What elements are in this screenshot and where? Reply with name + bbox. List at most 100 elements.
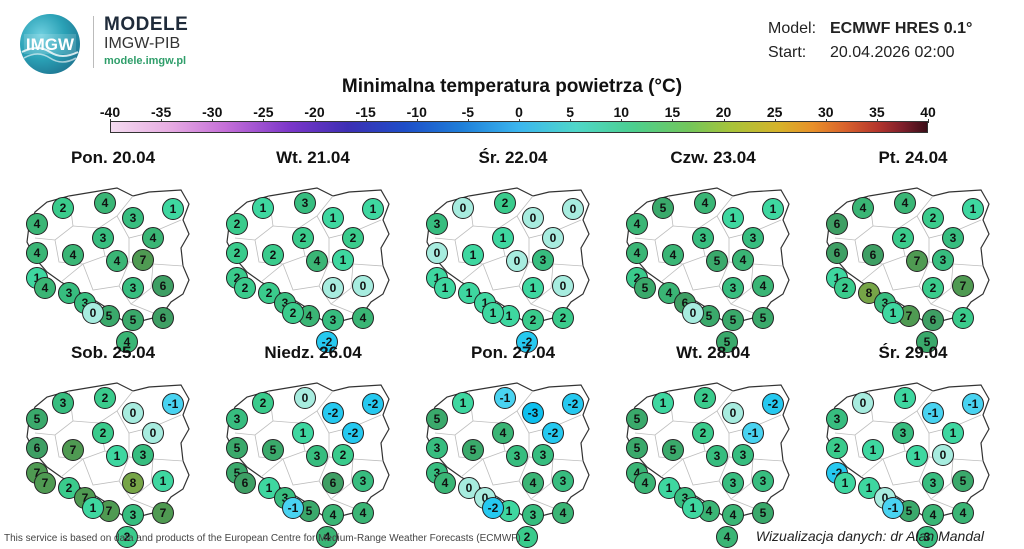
voivodeship-border: [472, 390, 534, 424]
model-info: Model: ECMWF HRES 0.1°: [768, 20, 972, 38]
station-temperature: 1: [462, 244, 484, 266]
station-temperature: 3: [322, 309, 344, 331]
station-temperature: 3: [306, 445, 328, 467]
station-temperature: 3: [92, 227, 114, 249]
station-temperature: -2: [316, 331, 338, 353]
brand-divider: [93, 16, 94, 68]
station-temperature: 3: [426, 213, 448, 235]
station-temperature: 2: [952, 307, 974, 329]
station-temperature: 3: [892, 422, 914, 444]
station-temperature: 1: [292, 422, 314, 444]
station-temperature: 5: [662, 439, 684, 461]
brand-url-link[interactable]: modele.imgw.pl: [104, 55, 187, 67]
station-temperature: 4: [34, 277, 56, 299]
station-temperature: 2: [92, 422, 114, 444]
station-temperature: 1: [962, 198, 984, 220]
station-temperature: -3: [522, 402, 544, 424]
voivodeship-border: [882, 261, 930, 291]
station-temperature: 3: [752, 470, 774, 492]
forecast-day-panel: Sob. 25.04 5 3 2 0 -1 6 2 0 7 7 1 3 7 8 1 2 7 7 7 3 2 1: [13, 343, 213, 548]
forecast-day-panel: Śr. 22.04 3 0 2 0 0 0 1 0 1 1 0 3 1 1 0 1 1 2 1 2 -2 1: [413, 148, 613, 353]
station-temperature: 2: [226, 242, 248, 264]
model-label: Model:: [768, 20, 817, 37]
voivodeship-border: [316, 215, 382, 239]
station-temperature: 2: [52, 197, 74, 219]
station-temperature: 1: [942, 422, 964, 444]
voivodeship-border: [130, 263, 154, 305]
colorbar-tick-label: 10: [613, 104, 630, 120]
colorbar-tick-label: 20: [715, 104, 732, 120]
station-temperature: 1: [82, 497, 104, 519]
station-temperature: 7: [152, 502, 174, 524]
voivodeship-border: [482, 456, 530, 486]
station-temperature: -2: [562, 393, 584, 415]
voivodeship-border: [516, 410, 582, 434]
station-temperature: 0: [82, 302, 104, 324]
station-temperature: -1: [922, 402, 944, 424]
forecast-day-panel: Czw. 23.04 4 5 4 1 1 4 3 3 2 4 5 4 5 3 4 4 6 5 5 5 5 0: [613, 148, 813, 353]
station-temperature: 5: [462, 439, 484, 461]
station-temperature: 4: [522, 472, 544, 494]
start-label: Start:: [768, 44, 807, 61]
station-temperature: 2: [826, 437, 848, 459]
voivodeship-border: [282, 456, 330, 486]
voivodeship-border: [716, 410, 782, 434]
station-temperature: 6: [152, 307, 174, 329]
poland-map: 3 2 0 -2 -2 5 1 -2 5 5 3 2 6 6 3 1 3 4 5 4 4 -1: [213, 363, 413, 548]
station-temperature: 3: [942, 227, 964, 249]
station-temperature: 4: [94, 192, 116, 214]
voivodeship-border: [282, 261, 330, 291]
footer-credit: This service is based on data and produc…: [4, 533, 521, 544]
voivodeship-border: [916, 410, 982, 434]
station-temperature: 1: [482, 302, 504, 324]
voivodeship-border: [82, 456, 130, 486]
station-temperature: 3: [706, 445, 728, 467]
station-temperature: 4: [352, 307, 374, 329]
station-temperature: 4: [492, 422, 514, 444]
station-temperature: 1: [162, 198, 184, 220]
station-temperature: 2: [892, 227, 914, 249]
voivodeship-border: [916, 215, 982, 239]
station-temperature: 1: [332, 249, 354, 271]
forecast-day-panel: Pon. 27.04 5 1 -1 -3 -2 3 4 -2 3 5 3 3 4 4 3 0 0 4 1 3 2 -2: [413, 343, 613, 548]
station-temperature: 1: [106, 445, 128, 467]
colorbar-tick-label: 25: [766, 104, 783, 120]
station-temperature: 3: [122, 277, 144, 299]
station-temperature: 5: [122, 309, 144, 331]
station-temperature: -1: [494, 387, 516, 409]
station-temperature: 1: [362, 198, 384, 220]
station-temperature: -1: [742, 422, 764, 444]
colorbar-tick-label: 0: [515, 104, 523, 120]
colorbar-tick-label: -15: [355, 104, 376, 120]
station-temperature: 5: [916, 331, 938, 353]
day-label: Sob. 25.04: [70, 343, 156, 362]
day-label: Śr. 29.04: [878, 343, 948, 362]
voivodeship-border: [82, 261, 130, 291]
station-temperature: 1: [652, 392, 674, 414]
station-temperature: 4: [322, 504, 344, 526]
brand-subtitle: IMGW-PIB: [104, 35, 181, 52]
voivodeship-border: [682, 261, 730, 291]
station-temperature: 5: [226, 437, 248, 459]
station-temperature: 3: [826, 408, 848, 430]
station-temperature: 6: [152, 275, 174, 297]
forecast-day-panel: Wt. 28.04 5 1 2 0 -2 5 2 -1 4 5 3 3 4 3 3 1 3 5 4 4 4 1: [613, 343, 813, 548]
forecast-day-panel: Pon. 20.04 4 2 4 3 1 4 3 4 1 4 4 7 4 3 6 3 3 6 5 5 4 0: [13, 148, 213, 353]
station-temperature: 7: [952, 275, 974, 297]
station-temperature: 1: [834, 472, 856, 494]
voivodeship-border: [272, 195, 334, 229]
station-temperature: 1: [322, 207, 344, 229]
colorbar: [110, 121, 928, 133]
station-temperature: 2: [94, 387, 116, 409]
brand-title: MODELE: [104, 14, 189, 35]
station-temperature: 7: [34, 472, 56, 494]
station-temperature: 1: [762, 198, 784, 220]
station-temperature: 0: [522, 207, 544, 229]
station-temperature: 3: [722, 472, 744, 494]
station-temperature: -1: [882, 497, 904, 519]
station-temperature: 2: [234, 277, 256, 299]
station-temperature: 4: [352, 502, 374, 524]
station-temperature: 3: [226, 408, 248, 430]
